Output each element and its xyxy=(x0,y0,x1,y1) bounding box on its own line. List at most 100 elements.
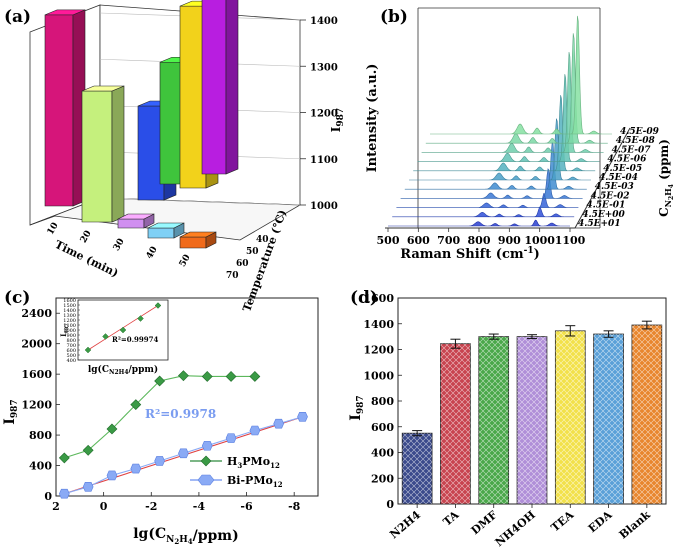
b-spectrum-trace xyxy=(421,51,604,153)
d-y-tick-label: 1000 xyxy=(363,369,394,382)
b-concentration-label: 4.5E+01 xyxy=(578,219,621,229)
c-inset-y-tick-label: 1300 xyxy=(63,313,76,319)
b-concentration-label: 4.5E-02 xyxy=(591,191,630,201)
c-inset-ylabel: I987 xyxy=(59,323,70,337)
d-bar-hatch xyxy=(517,336,547,504)
a-temp-tick-label: 40 xyxy=(256,235,269,245)
legend-label-h3pmo12: H3PMo12 xyxy=(227,455,280,470)
d-y-tick-label: 400 xyxy=(371,447,394,460)
c-inset: 4005006007008009001000110012001300140015… xyxy=(59,298,169,376)
c-inset-y-tick-label: 1600 xyxy=(63,298,76,304)
a-z-tick-label: 1000 xyxy=(310,201,338,212)
legend-label-bipmo12: Bi-PMo12 xyxy=(227,474,283,489)
a-small-bar-top xyxy=(179,231,217,238)
d-y-tick-label: 600 xyxy=(371,421,394,434)
b-spectrum-trace xyxy=(400,168,583,199)
b-concentration-label: 4.5E-07 xyxy=(612,145,652,155)
b-x-tick-label: 600 xyxy=(407,234,430,247)
b-spectrum-trace xyxy=(430,15,612,135)
c-point-h3pmo12 xyxy=(106,423,118,435)
a-time-tick-label: 40 xyxy=(145,245,160,261)
a-z-tick-label: 1400 xyxy=(310,16,338,27)
b-spectrum-trace xyxy=(417,74,600,162)
c-inset-y-tick-label: 1200 xyxy=(63,318,76,324)
b-zlabel: CN2H4 (ppm) xyxy=(657,139,675,217)
panel-b-raman-waterfall: 500 600 700 800 900 1000 1100 4.5E+014.5E+004.… xyxy=(365,7,675,262)
c-y-tick-label: 2400 xyxy=(21,307,52,320)
d-y-tick-label: 800 xyxy=(371,395,394,408)
d-x-tick-label: TEA xyxy=(549,508,577,534)
a-time-tick-label: 50 xyxy=(178,253,193,269)
legend-marker-bipmo12 xyxy=(197,474,215,486)
c-inset-y-tick-label: 800 xyxy=(66,338,76,344)
c-point-h3pmo12 xyxy=(82,444,94,456)
c-point-h3pmo12 xyxy=(130,399,142,411)
c-point-h3pmo12 xyxy=(178,370,189,382)
a-bar xyxy=(81,85,125,223)
c-point-bipmo12 xyxy=(178,448,189,459)
a-bar xyxy=(44,9,86,207)
c-x-tick-label: -6 xyxy=(240,500,253,513)
a-bar-front xyxy=(44,14,74,207)
a-z-tick-label: 1100 xyxy=(310,155,338,166)
c-point-bipmo12 xyxy=(249,425,261,436)
b-spectrum-trace xyxy=(413,95,596,172)
c-plot-frame xyxy=(55,297,319,497)
b-x-tick-label: 900 xyxy=(498,234,521,247)
c-point-bipmo12 xyxy=(82,482,94,492)
c-ylabel: I987 xyxy=(2,399,20,424)
c-y-tick-label: 1200 xyxy=(21,399,52,412)
c-y-tick-label: 2000 xyxy=(21,338,52,351)
d-x-tick-label: N2H4 xyxy=(387,508,423,541)
a-small-bar-top xyxy=(117,213,155,220)
panel-label-a: (a) xyxy=(4,7,31,27)
a-z-tick-label: 1200 xyxy=(310,109,338,120)
d-x-tick-label: Blank xyxy=(617,508,653,541)
b-concentration-label: 4.5E-08 xyxy=(616,136,656,146)
a-small-bar-front xyxy=(117,218,145,229)
a-bar xyxy=(201,0,239,175)
a-small-bar xyxy=(147,222,185,239)
c-inset-annotation: R²=0.99974 xyxy=(112,335,159,344)
a-z-gridline xyxy=(99,197,301,206)
d-bar-hatch xyxy=(478,336,509,504)
a-small-bar-top xyxy=(147,222,185,229)
d-bar-group xyxy=(593,330,624,505)
b-spectrum-trace xyxy=(404,141,587,190)
panel-d-bar-chart: 0 200 400 600 800 1000 1200 1400 1600 N2H4 TA DMFNH… xyxy=(348,292,667,547)
d-bar-group xyxy=(401,430,433,505)
b-spectrum-trace xyxy=(392,206,575,218)
a-bar-top xyxy=(44,9,86,16)
b-spectrum-trace xyxy=(396,192,579,208)
d-bar-group xyxy=(478,333,510,505)
a-time-tick-label: 30 xyxy=(112,237,127,253)
c-legend: H3PMo12 Bi-PMo12 xyxy=(190,455,283,489)
b-concentration-label: 4.5E-09 xyxy=(620,127,660,137)
c-point-bipmo12 xyxy=(225,433,237,443)
a-small-bar-front xyxy=(179,236,207,249)
b-concentration-label: 4.5E-01 xyxy=(586,201,625,211)
a-bar-top xyxy=(81,85,125,92)
b-concentration-label: 4.5E-06 xyxy=(607,155,647,165)
c-inset-y-tick-label: 600 xyxy=(66,348,76,354)
c-inset-point xyxy=(102,333,109,340)
c-y-tick-label: 0 xyxy=(44,490,52,503)
b-x-tick-label: 800 xyxy=(468,234,491,247)
c-point-bipmo12 xyxy=(297,411,308,422)
c-inset-y-tick-label: 1400 xyxy=(63,308,76,314)
a-small-bar xyxy=(179,231,217,249)
b-concentration-label: 4.5E-03 xyxy=(595,182,634,192)
d-x-tick-label: DMF xyxy=(469,508,500,537)
c-inset-y-tick-label: 1100 xyxy=(63,323,76,329)
d-bar-hatch xyxy=(402,433,433,504)
c-point-bipmo12 xyxy=(154,456,165,466)
b-x-tick-label: 500 xyxy=(377,234,400,247)
c-inset-point xyxy=(154,302,162,309)
d-bar-group xyxy=(631,320,663,505)
c-point-h3pmo12 xyxy=(249,371,261,382)
c-x-tick-label: 0 xyxy=(100,500,108,513)
b-xlabel: Raman Shift (cm-1) xyxy=(400,246,540,262)
a-temp-tick-label: 50 xyxy=(246,247,259,257)
b-concentration-label: 4.5E+00 xyxy=(582,210,625,220)
